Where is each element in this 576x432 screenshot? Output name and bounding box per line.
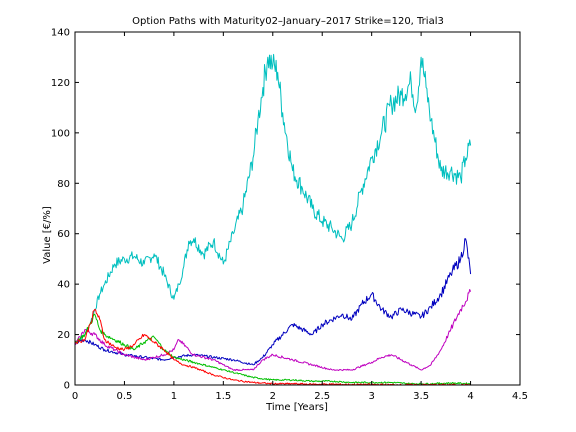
- x-axis-title: Time [Years]: [265, 402, 328, 413]
- series-line-4: [74, 313, 471, 385]
- x-tick-label: 0.5: [116, 391, 132, 402]
- series-line-1: [74, 53, 472, 346]
- x-tick-label: 4.5: [512, 391, 528, 402]
- y-tick-label: 20: [57, 330, 70, 341]
- y-tick-label: 40: [57, 280, 70, 291]
- y-tick-label: 0: [64, 381, 70, 392]
- series-line-2: [74, 238, 472, 366]
- x-tick-label: 1.5: [215, 391, 231, 402]
- axes-frame: [74, 31, 521, 386]
- y-tick-label: 60: [57, 229, 70, 240]
- x-tick-label: 4: [467, 391, 473, 402]
- axes: 0 0.5 1 1.5 2 2.5 3 3.5 4 4.5 0 20 40 60 80 100 120 140: [51, 28, 528, 403]
- y-tick-label: 140: [51, 28, 70, 39]
- x-tick-label: 3.5: [413, 391, 429, 402]
- series-line-3: [74, 289, 472, 372]
- x-tick-label: 2: [270, 391, 276, 402]
- x-tick-label: 2.5: [314, 391, 330, 402]
- y-tick-label: 80: [57, 179, 70, 190]
- y-axis-title: Value [€/%]: [42, 206, 53, 264]
- x-tick-label: 1: [171, 391, 177, 402]
- x-tick-label: 0: [72, 391, 78, 402]
- x-tick-label: 3: [368, 391, 374, 402]
- y-tick-label: 100: [51, 128, 70, 139]
- chart-title: Option Paths with Maturity02–January–201…: [132, 16, 444, 27]
- y-tick-label: 120: [51, 78, 70, 89]
